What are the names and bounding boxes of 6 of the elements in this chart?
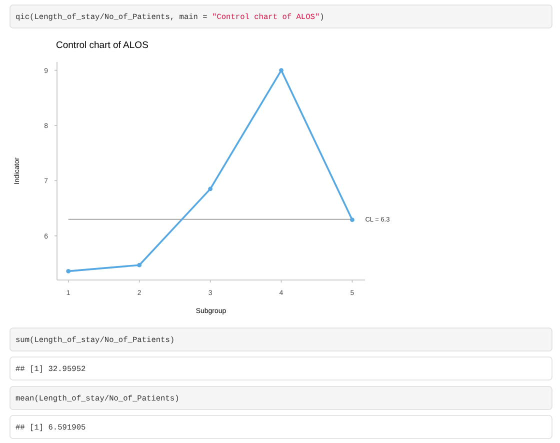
- point: [208, 186, 212, 192]
- point: [137, 262, 142, 268]
- chart-title: Control chart of ALOS: [56, 40, 148, 51]
- point: [279, 68, 284, 72]
- point: [66, 268, 71, 274]
- point: [350, 218, 354, 222]
